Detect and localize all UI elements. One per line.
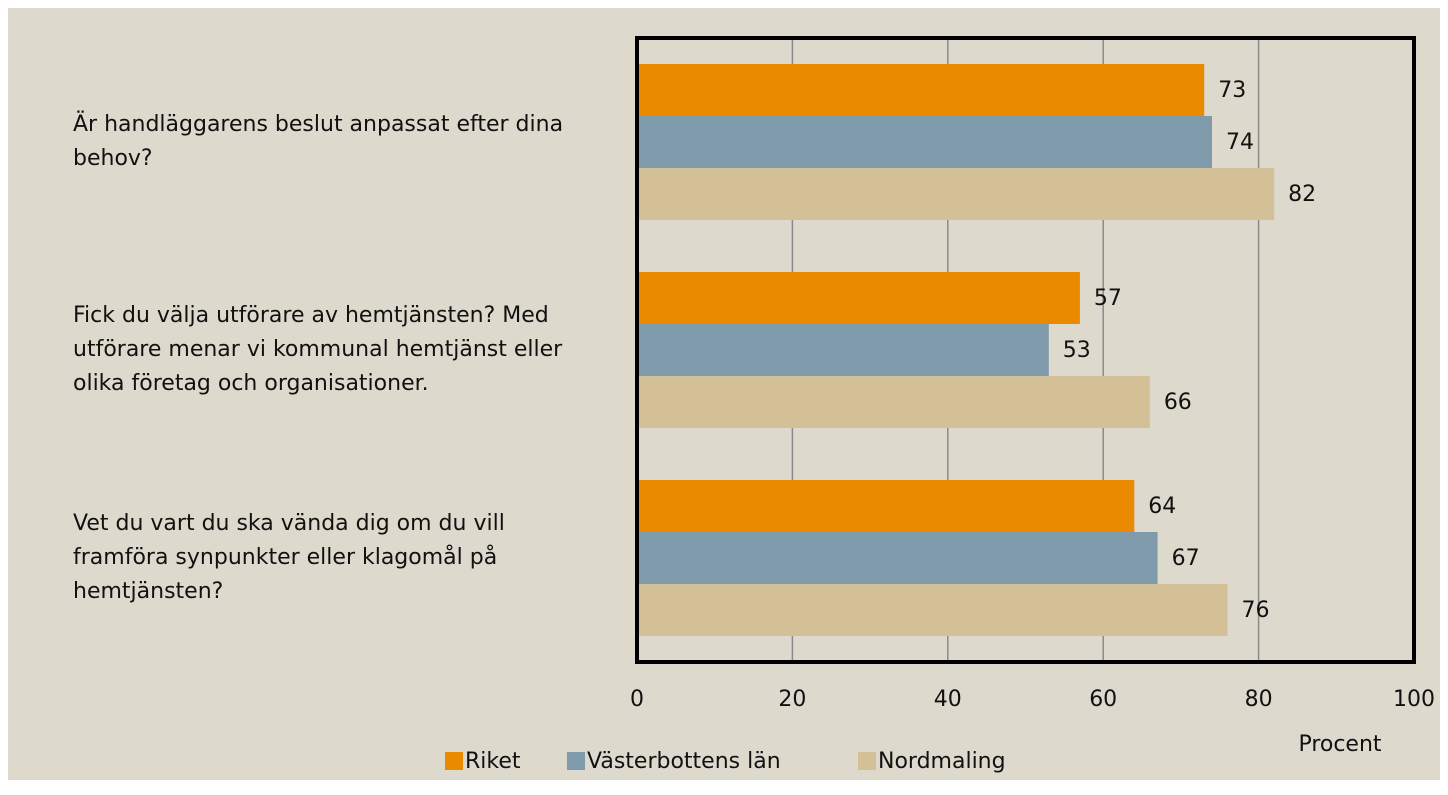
x-tick-label: 20 [778,687,806,712]
value-label: 73 [1218,78,1246,103]
legend-label: Nordmaling [878,749,1006,774]
category-text: Är handläggarens beslut anpassat efter d… [73,112,564,171]
bar [637,584,1228,636]
x-axis-label: Procent [1298,732,1381,757]
legend-swatch [858,752,876,770]
value-label: 74 [1226,130,1254,155]
value-label: 67 [1172,546,1200,571]
legend-label: Riket [465,749,521,774]
plot-border [635,36,1416,664]
value-label: 76 [1242,598,1270,623]
x-tick-label: 100 [1393,687,1435,712]
x-tick-label: 60 [1089,687,1117,712]
legend-label: Västerbottens län [587,749,781,774]
value-label: 82 [1288,182,1316,207]
value-label: 53 [1063,338,1091,363]
category-text: Vet du vart du ska vända dig om du vill … [73,511,505,604]
category-label: Vet du vart du ska vända dig om du vill … [73,454,588,662]
bar [637,376,1150,428]
category-text: Fick du välja utförare av hemtjänsten? M… [73,303,563,396]
bar [637,116,1212,168]
bar [637,324,1049,376]
bar [637,272,1080,324]
value-label: 64 [1148,494,1176,519]
x-tick-label: 80 [1245,687,1273,712]
bar [637,532,1158,584]
category-label: Fick du välja utförare av hemtjänsten? M… [73,246,588,454]
value-label: 57 [1094,286,1122,311]
bar [637,480,1135,532]
bar [637,64,1205,116]
x-tick-label: 0 [630,687,644,712]
legend-swatch [445,752,463,770]
value-label: 66 [1164,390,1192,415]
bar [637,168,1275,220]
legend-swatch [567,752,585,770]
category-label: Är handläggarens beslut anpassat efter d… [73,38,588,246]
x-tick-label: 40 [934,687,962,712]
